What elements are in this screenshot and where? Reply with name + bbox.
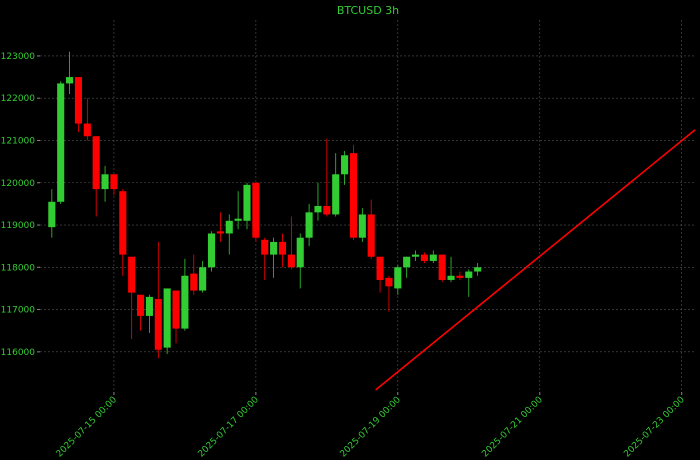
- y-tick-label: 116000: [1, 348, 36, 358]
- candle-body: [305, 212, 313, 238]
- chart-title: BTCUSD 3h: [337, 4, 399, 17]
- candle-body: [234, 218, 242, 221]
- candle-body: [261, 239, 269, 255]
- candle-body: [128, 256, 136, 293]
- candle-body: [110, 174, 118, 190]
- candle-body: [172, 290, 180, 329]
- candle-body: [243, 184, 251, 221]
- candle-body: [438, 254, 446, 280]
- candle-body: [119, 191, 127, 255]
- candle-body: [403, 256, 411, 268]
- candle-body: [474, 267, 482, 272]
- candle-body: [163, 288, 171, 348]
- candle-body: [394, 267, 402, 289]
- candle-body: [287, 254, 295, 268]
- trend-line: [375, 129, 696, 391]
- candle-body: [332, 174, 340, 215]
- candle-body: [199, 267, 207, 291]
- candle-body: [358, 214, 366, 238]
- candle-body: [181, 275, 189, 329]
- y-tick-label: 120000: [1, 179, 36, 189]
- candle-body: [412, 254, 420, 257]
- y-tick-label: 123000: [1, 52, 36, 62]
- candle-body: [216, 231, 224, 234]
- candle-body: [456, 275, 464, 278]
- candle-body: [136, 294, 145, 316]
- candle-body: [323, 206, 331, 215]
- y-tick-label: 122000: [1, 94, 36, 104]
- candle-body: [349, 153, 358, 238]
- candle-body: [57, 83, 65, 202]
- candle-body: [74, 77, 82, 124]
- candle-body: [278, 241, 287, 255]
- candle-body: [296, 237, 304, 268]
- y-tick-label: 121000: [1, 136, 36, 146]
- candle-body: [48, 201, 56, 228]
- candle-body: [252, 182, 260, 238]
- y-tick-label: 119000: [1, 221, 36, 231]
- candle-body: [385, 277, 393, 287]
- candle-body: [429, 254, 437, 261]
- candle-body: [314, 206, 322, 213]
- y-tick-label: 118000: [1, 263, 36, 273]
- candle-body: [66, 77, 74, 84]
- candle-body: [270, 241, 278, 255]
- candle-body: [465, 271, 473, 278]
- candle-body: [376, 256, 384, 280]
- y-tick-label: 117000: [1, 306, 36, 316]
- candle-body: [101, 174, 109, 190]
- candle-body: [367, 214, 375, 257]
- candle-body: [207, 233, 216, 268]
- candle-body: [447, 275, 455, 280]
- candle-body: [154, 299, 162, 350]
- candle-body: [190, 273, 198, 291]
- candle-body: [341, 155, 349, 175]
- candle-body: [83, 123, 91, 137]
- candle-body: [145, 296, 153, 316]
- candle-body: [225, 220, 233, 234]
- candle-body: [420, 254, 428, 261]
- candle-body: [92, 136, 100, 190]
